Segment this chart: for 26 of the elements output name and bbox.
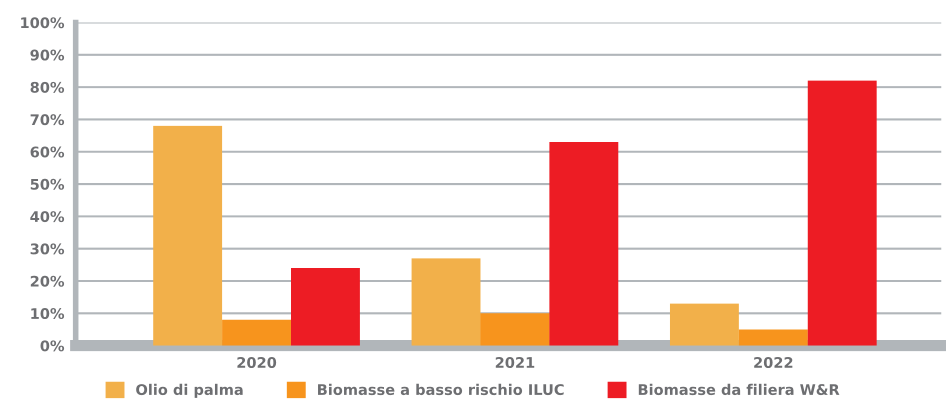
x-tick-label: 2022 <box>754 356 792 368</box>
x-tick-label: 2021 <box>496 356 534 368</box>
bar <box>291 268 360 346</box>
y-tick-label: 100% <box>21 17 64 28</box>
y-tick-label: 20% <box>30 276 64 287</box>
x-tick-label: 2020 <box>237 356 276 368</box>
bar <box>222 320 291 346</box>
y-tick-label: 80% <box>30 82 64 93</box>
legend-label: Biomasse a basso rischio ILUC <box>318 384 564 396</box>
y-tick-label: 0% <box>40 340 64 352</box>
legend-label: Biomasse da filiera W&R <box>638 384 840 396</box>
y-tick-label: 10% <box>31 308 64 320</box>
y-tick-label: 30% <box>30 243 64 254</box>
y-tick-label: 40% <box>30 211 64 222</box>
bar <box>480 313 550 346</box>
y-tick-label: 70% <box>30 114 64 126</box>
y-tick-label: 50% <box>30 178 64 190</box>
y-tick-label: 90% <box>30 50 64 61</box>
legend-label: Olio di palma <box>136 384 243 398</box>
bar <box>738 329 808 346</box>
bar <box>153 126 222 346</box>
bar <box>549 142 618 346</box>
bar <box>412 258 480 346</box>
y-tick-label: 60% <box>30 146 64 158</box>
bar <box>808 80 877 346</box>
bar <box>670 304 739 346</box>
